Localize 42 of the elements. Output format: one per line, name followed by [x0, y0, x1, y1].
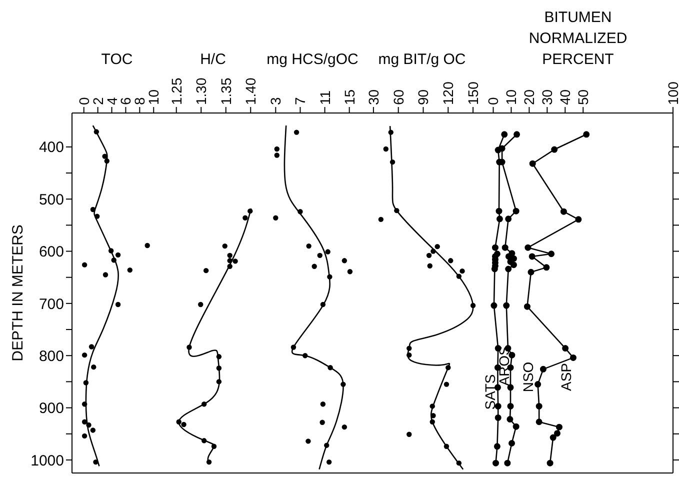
y-tick-label: 600	[38, 244, 64, 261]
annotation: ASP	[558, 362, 574, 392]
x-tick-label: 20	[521, 89, 538, 105]
x-tick-label: 10	[503, 89, 520, 105]
x-tick-label: 0	[485, 97, 502, 105]
x-tick-label: 1.40	[242, 78, 259, 105]
x-tick-label: 1.30	[193, 78, 210, 105]
chart-title: mg HCS/gOC	[266, 50, 358, 70]
x-tick-label: 10	[146, 89, 162, 105]
annotation: NSO	[520, 362, 536, 392]
x-tick-label: 1.25	[168, 78, 184, 105]
x-tick-label: 40	[557, 89, 574, 105]
chart-title: H/C	[200, 50, 226, 70]
chart-title: TOC	[101, 50, 133, 70]
y-tick-label: 1000	[30, 452, 64, 470]
x-tick-label: 100	[665, 81, 679, 105]
y-tick-label: 400	[38, 139, 64, 156]
x-tick-label: 50	[575, 89, 592, 105]
y-tick-label: 700	[38, 296, 64, 313]
x-tick-label: 6	[118, 97, 134, 105]
annotation: SATS	[482, 374, 498, 410]
x-tick-label: 150	[465, 81, 482, 105]
y-tick-label: 500	[38, 191, 64, 208]
y-tick-label: 900	[38, 400, 64, 418]
x-tick-label: 120	[440, 81, 456, 105]
x-tick-label: 1.35	[218, 78, 234, 105]
x-tick-label: 90	[415, 89, 432, 105]
chart-title: mg BIT/g OC	[378, 50, 466, 70]
x-tick-label: 0	[76, 97, 92, 105]
x-tick-label: 7	[292, 97, 308, 105]
x-tick-label: 15	[341, 89, 358, 105]
chart-title: BITUMEN NORMALIZED PERCENT	[528, 8, 628, 70]
y-tick-label: 800	[38, 348, 64, 365]
x-tick-label: 8	[132, 97, 148, 105]
x-tick-label: 4	[104, 97, 120, 105]
x-tick-label: 3	[268, 97, 284, 105]
x-tick-label: 60	[390, 89, 406, 105]
y-axis-title: DEPTH IN METERS	[10, 224, 26, 362]
x-tick-label: 11	[316, 90, 333, 105]
x-tick-label: 2	[90, 97, 106, 105]
x-tick-label: 30	[365, 89, 382, 105]
x-tick-label: 30	[539, 89, 556, 105]
